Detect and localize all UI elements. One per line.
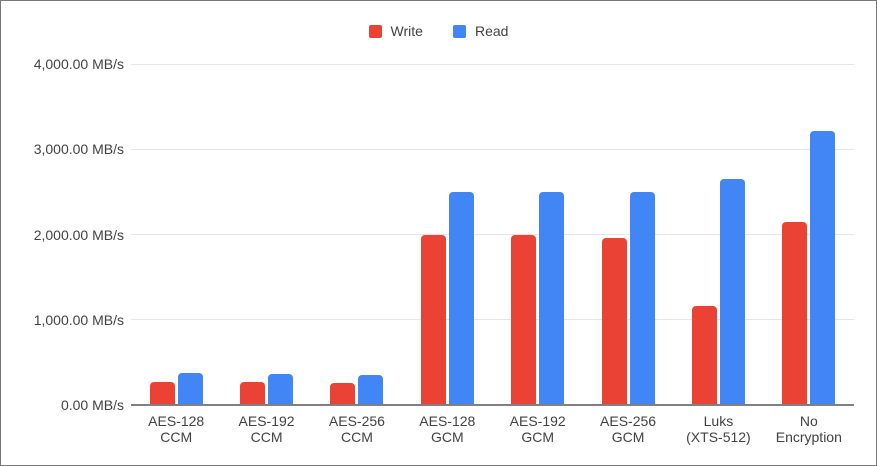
write-bar: [420, 235, 446, 405]
bar-groups: [131, 64, 854, 405]
x-axis-category-label: AES-128 GCM: [402, 413, 492, 445]
write-bar: [601, 238, 627, 405]
x-axis-category-label-line: AES-128: [148, 413, 205, 429]
read-legend-swatch: [452, 24, 466, 38]
gridline: [131, 234, 854, 235]
legend: Write Read: [1, 23, 876, 39]
read-bar: [177, 373, 203, 405]
x-axis-category-label-line: AES-256: [600, 413, 657, 429]
x-axis-category-label: AES-256 GCM: [583, 413, 673, 445]
x-axis-category-label-line: GCM: [521, 429, 555, 445]
bar-group: [764, 64, 854, 405]
bar-group: [402, 64, 492, 405]
x-axis-category-label-line: AES-256: [328, 413, 385, 429]
read-bar: [629, 191, 655, 405]
x-axis-category-label: AES-192 GCM: [493, 413, 583, 445]
x-axis-category-label: Luks (XTS-512): [673, 413, 763, 445]
y-axis-labels: 0.00 MB/s 1,000.00 MB/s 2,000.00 MB/s 3,000…: [1, 1, 124, 465]
write-bar: [782, 221, 808, 405]
write-bar: [511, 235, 537, 405]
y-axis-tick-label: 3,000.00 MB/s: [33, 141, 124, 158]
write-legend-swatch: [368, 24, 382, 38]
x-axis-category-label: AES-192 CCM: [221, 413, 311, 445]
read-bar: [719, 178, 745, 405]
read-bar: [268, 374, 294, 405]
write-bar: [149, 381, 175, 405]
x-axis-category-label-line: GCM: [430, 429, 464, 445]
y-axis-tick-label: 0.00 MB/s: [60, 397, 124, 413]
x-axis-line: [131, 404, 854, 406]
bar-group: [312, 64, 402, 405]
legend-item-write: Write: [368, 23, 423, 39]
write-bar: [240, 382, 266, 405]
gridline: [131, 148, 854, 150]
x-axis-category-label-line: (XTS-512): [686, 429, 751, 445]
x-axis-category-label: AES-256 CCM: [312, 413, 402, 445]
x-axis-category-label: No Encryption: [764, 413, 854, 445]
bar-group: [583, 64, 673, 405]
x-axis-category-label-line: AES-192: [509, 413, 566, 429]
x-axis-labels: AES-128 CCM AES-192 CCM AES-256 CCM AES-128 GCM…: [131, 413, 854, 445]
read-bar: [810, 131, 836, 405]
x-axis-category-label-line: Luks: [703, 413, 734, 429]
read-bar: [539, 191, 565, 405]
y-axis-tick-label: 1,000.00 MB/s: [33, 311, 124, 328]
bar-group: [493, 64, 583, 405]
x-axis-category-label-line: No: [799, 413, 818, 429]
x-axis-category-label-line: Encryption: [775, 429, 842, 445]
x-axis-category-label-line: CCM: [160, 429, 193, 445]
bar-group: [221, 64, 311, 405]
read-bar: [448, 191, 474, 405]
write-bar: [330, 382, 356, 405]
x-axis-category-label: AES-128 CCM: [131, 413, 221, 445]
x-axis-category-label-line: AES-128: [419, 413, 476, 429]
x-axis-category-label-line: AES-192: [238, 413, 295, 429]
legend-item-read: Read: [452, 23, 509, 39]
write-legend-label: Write: [390, 23, 423, 39]
x-axis-category-label-line: GCM: [611, 429, 645, 445]
bar-group: [673, 64, 763, 405]
read-legend-label: Read: [474, 23, 509, 39]
read-bar: [358, 374, 384, 405]
x-axis-category-label-line: CCM: [250, 429, 283, 445]
gridline: [131, 319, 854, 321]
x-axis-category-label-line: CCM: [340, 429, 373, 445]
write-bar: [691, 306, 717, 405]
gridline: [131, 63, 854, 65]
y-axis-tick-label: 2,000.00 MB/s: [33, 226, 124, 243]
bar-group: [131, 64, 221, 405]
plot-area: [131, 63, 854, 406]
y-axis-tick-label: 4,000.00 MB/s: [33, 56, 124, 72]
